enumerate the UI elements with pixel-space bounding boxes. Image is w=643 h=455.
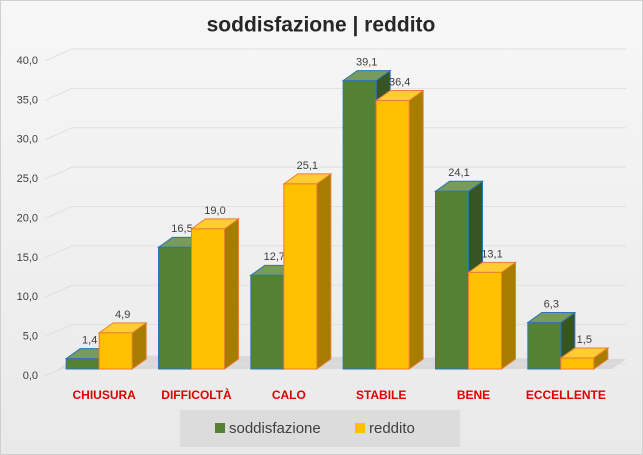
bar-side [408, 89, 424, 370]
bar-side [316, 172, 332, 370]
bar [250, 274, 285, 370]
grid-line [44, 87, 626, 101]
data-label: 25,1 [297, 160, 318, 172]
legend-label: reddito [369, 420, 415, 437]
bar [158, 246, 192, 370]
bar [527, 322, 562, 370]
bar [65, 358, 100, 370]
grid-line [44, 127, 626, 141]
legend-swatch [355, 423, 365, 433]
bar [560, 357, 595, 370]
bar [468, 271, 502, 370]
y-tick-label: 30,0 [17, 134, 38, 146]
data-label: 39,1 [356, 57, 377, 69]
bar [435, 190, 469, 370]
x-tick-label: ECCELLENTE [526, 388, 606, 402]
grid-line [44, 48, 626, 62]
legend-swatch [215, 423, 225, 433]
data-label: 12,7 [264, 251, 285, 263]
x-tick-label: BENE [457, 388, 490, 402]
data-label: 24,1 [448, 167, 469, 179]
data-label: 19,0 [204, 205, 225, 217]
chart-title: soddisfazione | reddito [207, 14, 436, 37]
y-tick-label: 40,0 [17, 55, 38, 67]
y-tick-label: 25,0 [17, 173, 38, 185]
y-tick-label: 35,0 [17, 94, 38, 106]
x-tick-label: CALO [272, 388, 306, 402]
bar [191, 228, 225, 370]
bar-side [501, 261, 516, 370]
legend-label: soddisfazione [229, 420, 321, 437]
bar [98, 332, 133, 370]
y-tick-label: 10,0 [17, 291, 38, 303]
bar [342, 80, 377, 370]
y-tick-label: 15,0 [17, 252, 38, 264]
x-tick-label: CHIUSURA [72, 388, 136, 402]
y-tick-label: 5,0 [23, 331, 38, 343]
x-tick-label: DIFFICOLTÀ [161, 387, 232, 402]
y-tick-label: 20,0 [17, 212, 38, 224]
y-tick-label: 0,0 [23, 370, 38, 382]
data-label: 36,4 [389, 76, 410, 88]
data-label: 13,1 [481, 248, 502, 260]
data-label: 4,9 [115, 309, 130, 321]
bar-side [224, 217, 239, 370]
x-tick-label: STABILE [356, 388, 406, 402]
data-label: 1,5 [577, 334, 592, 346]
data-label: 1,4 [82, 335, 97, 347]
bar [283, 183, 318, 370]
data-label: 16,5 [171, 223, 192, 235]
bar [375, 100, 410, 370]
grid-line [44, 166, 626, 180]
legend-box [180, 410, 460, 447]
data-label: 6,3 [544, 298, 559, 310]
